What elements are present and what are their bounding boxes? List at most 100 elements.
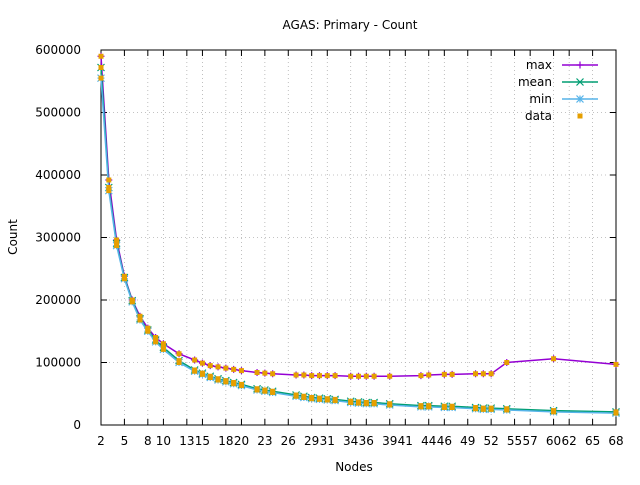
- plot-frame: [100, 49, 617, 426]
- x-tick-label: 49: [460, 434, 475, 448]
- data-point: [98, 65, 104, 70]
- data-point: [324, 397, 330, 403]
- data-point: [613, 361, 619, 367]
- data-point: [254, 387, 260, 393]
- series-layer: [97, 52, 620, 418]
- data-point: [309, 396, 315, 402]
- data-point: [449, 371, 455, 377]
- x-tick-label: 18: [218, 434, 233, 448]
- data-point: [114, 243, 120, 249]
- legend-label: max: [526, 58, 552, 72]
- legend-label: min: [529, 92, 552, 106]
- data-point: [301, 372, 307, 378]
- data-point: [418, 404, 424, 410]
- data-point: [371, 401, 377, 407]
- data-point: [293, 393, 299, 399]
- y-tick-label: 100000: [35, 356, 81, 370]
- data-point: [262, 388, 268, 394]
- data-point: [356, 400, 361, 406]
- legend-swatch-marker: [576, 61, 584, 69]
- data-point: [363, 373, 369, 379]
- x-tick-label: 44: [421, 434, 436, 448]
- legend: max mean min data: [518, 58, 598, 123]
- y-tick-label: 0: [73, 418, 81, 432]
- y-tick-label: 500000: [35, 106, 81, 120]
- data-point: [387, 373, 393, 379]
- data-point: [176, 360, 182, 365]
- x-tick-label: 8: [144, 434, 152, 448]
- data-point: [348, 400, 354, 405]
- data-point: [316, 373, 322, 379]
- data-point: [262, 370, 268, 376]
- data-point: [613, 410, 619, 416]
- data-point: [98, 75, 104, 81]
- data-point: [106, 188, 112, 194]
- data-points-layer: [98, 53, 619, 416]
- data-point: [449, 405, 455, 410]
- data-point: [106, 185, 112, 190]
- axis-ticks: 0 100000 200000 300000 400000 500000 600000 2 5 8…: [35, 43, 623, 448]
- data-point: [270, 390, 276, 395]
- data-point: [223, 365, 229, 371]
- data-point: [488, 371, 494, 377]
- data-point: [551, 356, 557, 362]
- x-tick-label: 41: [398, 434, 413, 448]
- data-point: [215, 377, 221, 383]
- grid: [101, 50, 616, 425]
- data-point: [426, 404, 432, 410]
- data-point: [199, 360, 205, 366]
- legend-entry-data: data: [525, 109, 583, 123]
- data-point: [473, 371, 479, 377]
- data-point: [309, 373, 315, 379]
- x-tick-label: 26: [281, 434, 296, 448]
- legend-entry-min: min: [529, 92, 598, 106]
- x-tick-label: 5: [121, 434, 129, 448]
- data-point: [238, 383, 244, 389]
- data-point: [192, 357, 198, 363]
- data-point: [231, 381, 237, 387]
- data-point: [418, 373, 424, 379]
- x-tick-label: 36: [359, 434, 374, 448]
- data-point: [480, 371, 486, 377]
- data-point: [215, 364, 221, 370]
- data-point: [363, 401, 369, 407]
- data-point: [332, 398, 338, 404]
- x-tick-label: 55: [507, 434, 522, 448]
- data-point: [106, 177, 112, 183]
- y-tick-label: 200000: [35, 293, 81, 307]
- x-tick-label: 34: [343, 434, 358, 448]
- data-point: [441, 371, 447, 377]
- y-tick-label: 600000: [35, 43, 81, 57]
- x-tick-label: 65: [585, 434, 600, 448]
- data-point: [231, 366, 237, 372]
- x-tick-label: 68: [608, 434, 623, 448]
- legend-swatch-marker: [576, 78, 584, 86]
- data-point: [356, 373, 361, 379]
- legend-label: mean: [518, 75, 552, 89]
- data-point: [129, 299, 135, 305]
- data-point: [199, 371, 205, 377]
- data-point: [480, 406, 486, 412]
- data-point: [207, 363, 213, 369]
- data-point: [160, 341, 166, 347]
- data-point: [426, 372, 432, 378]
- data-point: [332, 373, 338, 379]
- x-tick-label: 20: [234, 434, 249, 448]
- x-tick-label: 29: [304, 434, 319, 448]
- x-tick-label: 60: [546, 434, 561, 448]
- chart-title: AGAS: Primary - Count: [283, 18, 418, 32]
- x-axis-label: Nodes: [335, 460, 373, 474]
- legend-label: data: [525, 109, 552, 123]
- data-point: [223, 379, 229, 385]
- x-tick-label: 10: [156, 434, 171, 448]
- x-tick-label: 46: [437, 434, 452, 448]
- data-point: [473, 406, 479, 412]
- y-axis-label: Count: [6, 219, 20, 255]
- data-point: [137, 317, 143, 323]
- x-tick-label: 57: [523, 434, 538, 448]
- data-point: [301, 395, 307, 400]
- data-point: [160, 346, 166, 352]
- data-point: [293, 372, 299, 378]
- x-tick-label: 15: [195, 434, 210, 448]
